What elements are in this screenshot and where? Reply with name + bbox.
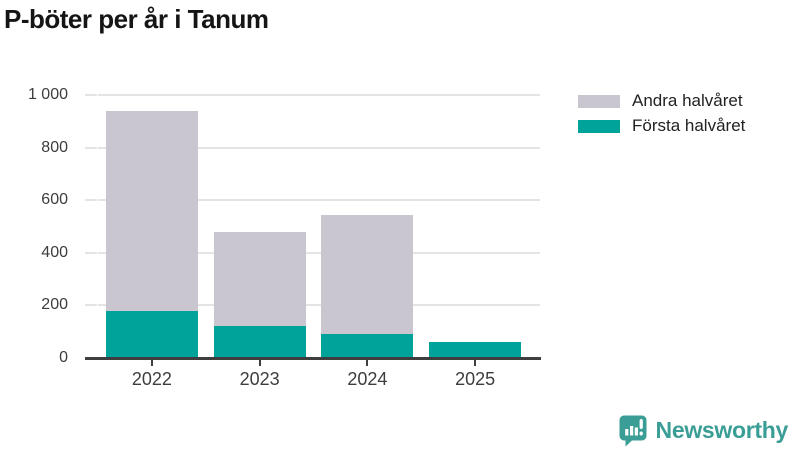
x-axis-tick: [150, 360, 153, 366]
bar-segment-2024: [321, 214, 414, 335]
legend-label: Första halvåret: [632, 116, 746, 135]
y-axis-label: 1 000: [27, 86, 68, 103]
x-axis-label: 2023: [239, 369, 280, 389]
x-axis-tick: [366, 360, 369, 366]
legend: Andra halvåret Första halvåret: [578, 91, 745, 141]
bar-segment-2022: [105, 110, 198, 311]
x-axis-tick: [474, 360, 477, 366]
x-axis-label: 2024: [347, 369, 388, 389]
x-axis-tick: [258, 360, 261, 366]
gridline: [98, 251, 540, 254]
bar-segment-2022: [105, 310, 198, 358]
x-axis-label: 2022: [131, 369, 172, 389]
chart-title: P-böter per år i Tanum: [4, 4, 269, 34]
plot-area: 0 200 400 600 800 1 000 2022 2023 2024 2025: [28, 86, 541, 389]
y-axis-tick: [85, 251, 97, 254]
y-axis-tick: [85, 304, 97, 307]
gridline: [98, 146, 540, 149]
gridline: [98, 304, 540, 307]
legend-swatch: [578, 94, 620, 108]
y-axis-tick: [85, 199, 97, 202]
legend-item: Andra halvåret: [578, 91, 745, 111]
gridline: [98, 199, 540, 202]
newsworthy-logo-text: Newsworthy: [655, 417, 789, 443]
newsworthy-branding: Newsworthy: [618, 414, 788, 447]
bar-segment-2024: [321, 334, 414, 358]
y-axis-label: 200: [41, 296, 68, 314]
newsworthy-chart-bubble-icon: [619, 415, 647, 447]
y-axis-tick: [85, 94, 97, 96]
y-axis-label: 400: [41, 243, 68, 261]
y-axis-label: 800: [41, 138, 68, 156]
bar-segment-2023: [213, 326, 306, 358]
gridline: [98, 94, 540, 96]
legend-label: Andra halvåret: [632, 91, 743, 110]
y-axis-label: 0: [59, 349, 68, 366]
legend-swatch: [578, 119, 620, 133]
y-axis-label: 600: [41, 191, 68, 209]
legend-item: Första halvåret: [578, 116, 745, 136]
y-axis-tick: [85, 146, 97, 149]
x-axis-label: 2025: [455, 369, 496, 389]
x-axis-baseline: [85, 357, 541, 360]
bar-segment-2023: [213, 231, 306, 327]
bar-segment-2025: [429, 342, 522, 358]
